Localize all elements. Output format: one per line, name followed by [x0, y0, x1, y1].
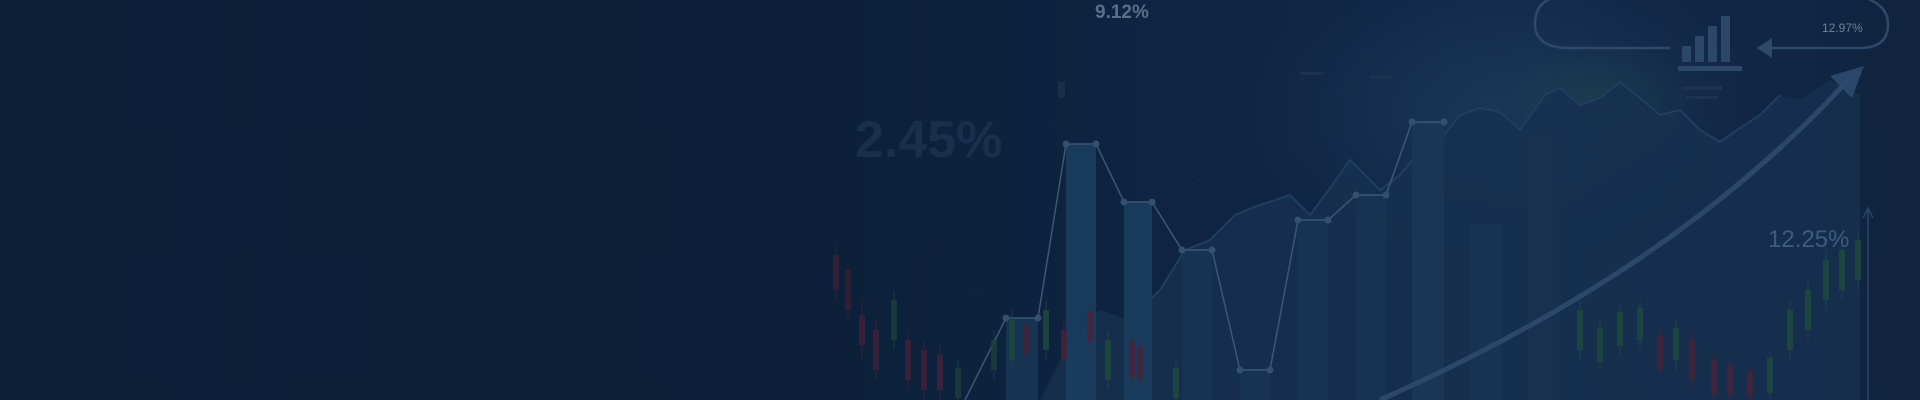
bar — [1066, 144, 1096, 400]
bar — [1356, 195, 1386, 400]
bar-series — [1006, 122, 1558, 400]
line-points — [1002, 118, 1448, 374]
percent-label-right: 12.25% — [1768, 226, 1850, 253]
area-chart-ridge — [1129, 80, 1781, 321]
trend-arrow-icon — [1378, 66, 1864, 400]
bar — [1412, 122, 1444, 400]
faint-annotation: · · — [1093, 275, 1101, 284]
faint-annotation: · · — [970, 290, 978, 299]
right-axis — [1862, 206, 1874, 400]
candlestick-series — [833, 230, 1861, 400]
annotation-marks — [1058, 72, 1722, 99]
bar — [1182, 250, 1212, 400]
percent-label-left-large: 2.45% — [855, 111, 1003, 169]
bar — [1470, 225, 1502, 400]
cycle-arrow-icon — [1533, 0, 1890, 58]
percent-label-top-right: 12.97% — [1822, 21, 1863, 35]
bar — [1298, 220, 1328, 400]
area-chart-background — [1040, 80, 1860, 400]
bar — [1528, 130, 1558, 400]
bar — [1240, 370, 1270, 400]
faint-annotation: · · · — [1198, 175, 1211, 184]
percent-label-top-center: 9.12% — [1095, 2, 1149, 23]
bar-chart-icon — [1678, 16, 1742, 71]
